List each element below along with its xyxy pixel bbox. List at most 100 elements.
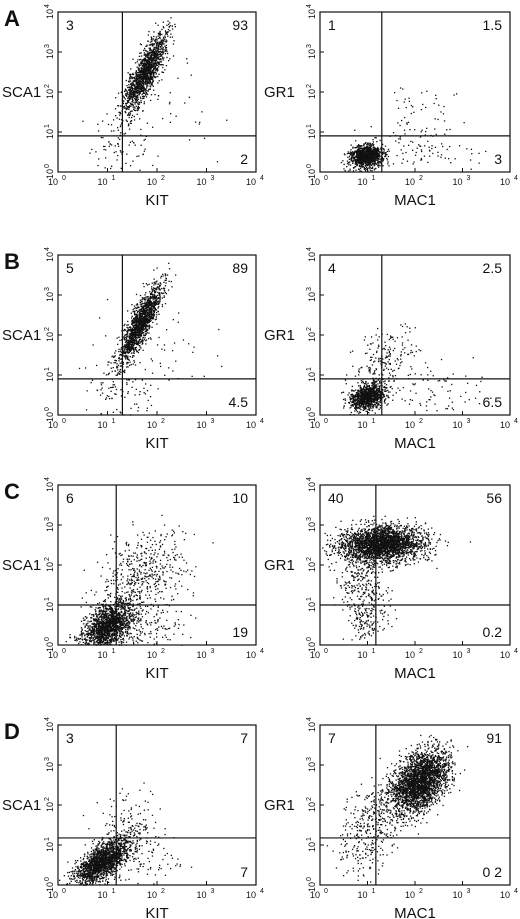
data-point-1207	[136, 74, 139, 76]
data-point-1444	[134, 317, 137, 319]
data-point-513	[133, 94, 136, 96]
data-point-880	[356, 158, 358, 161]
data-point-1214	[410, 140, 412, 142]
y-tick-label: 10	[45, 89, 55, 99]
data-point-716	[163, 296, 165, 298]
data-point-917	[134, 314, 136, 316]
data-point-609	[376, 154, 378, 157]
data-point-1498	[97, 130, 100, 132]
data-point-774	[357, 157, 360, 159]
data-point-56	[350, 149, 352, 151]
data-point-1111	[140, 87, 142, 90]
data-point-410	[134, 329, 136, 331]
quadrant-lower-right: 2	[240, 151, 248, 167]
data-point-874	[134, 88, 136, 91]
data-point-1345	[136, 92, 138, 94]
data-point-1236	[146, 301, 148, 304]
data-point-827	[137, 105, 140, 107]
data-point-1469	[135, 316, 137, 318]
data-point-1504	[99, 394, 102, 396]
x-tick-exponent: 2	[161, 418, 165, 425]
quadrant-lower-right: 4.5	[229, 394, 249, 410]
data-point-1417	[133, 352, 135, 354]
data-point-1066	[353, 153, 356, 155]
data-point-1179	[466, 148, 468, 150]
data-point-674	[155, 55, 157, 57]
data-point-1146	[161, 50, 163, 53]
data-point-547	[135, 105, 137, 107]
data-point-1095	[152, 85, 154, 87]
data-point-738	[149, 314, 151, 316]
data-point-1066	[137, 334, 139, 337]
data-point-1394	[140, 76, 142, 78]
data-point-906	[131, 356, 134, 358]
data-point-795	[135, 331, 138, 333]
data-point-812	[136, 303, 138, 305]
data-point-1048	[363, 167, 365, 169]
data-point-654	[151, 309, 153, 311]
data-point-1616	[177, 321, 179, 323]
data-point-1296	[136, 89, 138, 92]
data-point-175	[127, 108, 129, 110]
data-point-878	[372, 146, 374, 149]
data-point-702	[376, 162, 379, 164]
data-point-1468	[131, 342, 133, 344]
data-point-1574	[111, 386, 113, 389]
data-point-493	[124, 352, 126, 354]
data-point-312	[159, 55, 161, 57]
data-point-1156	[152, 301, 155, 303]
data-point-1132	[407, 121, 410, 123]
data-point-1133	[398, 138, 400, 140]
data-point-579	[369, 165, 371, 167]
data-point-312	[143, 338, 145, 341]
data-point-1072	[373, 152, 376, 154]
data-point-1317	[130, 105, 132, 107]
data-point-1603	[175, 115, 177, 117]
data-point-427	[145, 292, 147, 294]
scatter-points	[340, 87, 487, 173]
data-point-1494	[131, 90, 133, 92]
data-point-1213	[140, 316, 142, 318]
data-point-561	[126, 348, 129, 350]
data-point-622	[158, 45, 160, 47]
y-tick-label: 10	[45, 372, 55, 382]
data-point-799	[385, 155, 387, 157]
data-point-881	[138, 86, 141, 88]
data-point-1101	[397, 122, 399, 124]
data-point-1542	[117, 143, 119, 145]
data-point-445	[372, 143, 374, 145]
data-point-33	[382, 159, 384, 161]
data-point-403	[363, 165, 365, 167]
data-point-1017	[123, 339, 126, 341]
data-point-1491	[137, 343, 139, 345]
data-point-346	[108, 361, 110, 363]
data-point-1463	[142, 90, 145, 93]
data-point-1027	[362, 151, 364, 153]
data-point-1083	[126, 102, 128, 104]
data-point-1235	[138, 55, 141, 57]
data-point-886	[355, 162, 357, 164]
data-point-912	[372, 154, 374, 156]
data-point-1172	[405, 106, 407, 109]
data-point-1452	[150, 73, 152, 75]
data-point-992	[367, 157, 370, 159]
data-point-1085	[365, 153, 367, 155]
data-point-880	[161, 54, 163, 56]
data-point-1602	[127, 113, 130, 115]
data-point-963	[140, 305, 142, 307]
data-point-1021	[146, 93, 148, 95]
data-point-640	[125, 357, 127, 359]
data-point-235	[153, 62, 155, 64]
data-point-1583	[136, 90, 138, 92]
data-point-1110	[395, 140, 397, 142]
data-point-1028	[161, 79, 163, 81]
data-point-233	[164, 50, 166, 53]
data-point-1489	[130, 328, 132, 331]
data-point-1090	[134, 322, 136, 324]
data-point-951	[147, 60, 149, 62]
data-point-1472	[142, 78, 144, 80]
data-point-536	[128, 81, 130, 83]
data-point-1043	[356, 164, 358, 167]
data-point-1451	[125, 351, 127, 353]
data-point-70	[368, 166, 370, 169]
